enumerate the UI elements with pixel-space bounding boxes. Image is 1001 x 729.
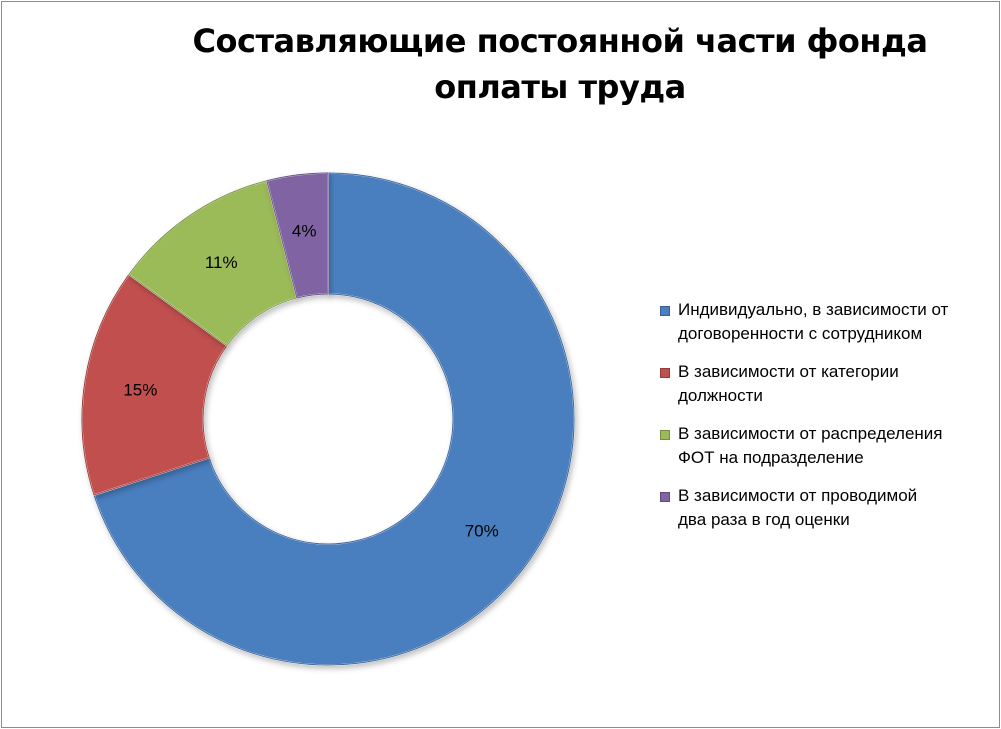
doughnut-slice-edge xyxy=(81,273,228,496)
legend-label-line: В зависимости от проводимой xyxy=(678,486,918,505)
data-label: 11% xyxy=(205,253,238,272)
legend-swatch xyxy=(660,306,670,316)
legend-label-line: ФОТ на подразделение xyxy=(678,448,864,467)
doughnut-slice-edge xyxy=(266,172,329,299)
legend-label-line: В зависимости от распределения xyxy=(678,424,943,443)
chart-title: Составляющие постоянной части фонда опла… xyxy=(192,22,928,106)
legend-label-line: два раза в год оценки xyxy=(678,510,850,529)
doughnut-slices xyxy=(81,172,575,666)
data-label: 4% xyxy=(292,221,317,240)
data-label: 15% xyxy=(123,380,157,399)
data-label: 70% xyxy=(465,522,499,541)
legend-item: В зависимости от категории должности xyxy=(656,360,991,408)
legend-swatch xyxy=(660,430,670,440)
legend-label-line: Индивидуально, в зависимости от xyxy=(678,300,949,319)
legend-item: В зависимости от распределения ФОТ на по… xyxy=(656,422,991,470)
legend-swatch xyxy=(660,368,670,378)
doughnut-slice-edge xyxy=(93,172,575,666)
data-labels: 70% 15% 11% 4% xyxy=(123,221,498,540)
legend: Индивидуально, в зависимости от договоре… xyxy=(656,298,991,546)
legend-label-line: договоренности с сотрудником xyxy=(678,324,923,343)
legend-item: Индивидуально, в зависимости от договоре… xyxy=(656,298,991,346)
legend-swatch xyxy=(660,492,670,502)
legend-label-line: В зависимости от категории xyxy=(678,362,899,381)
legend-item: В зависимости от проводимой два раза в г… xyxy=(656,484,991,532)
legend-label-line: должности xyxy=(678,386,763,405)
